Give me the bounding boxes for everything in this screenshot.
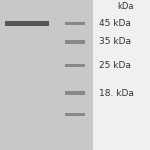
Text: kDa: kDa <box>117 2 134 11</box>
Text: 45 kDa: 45 kDa <box>99 19 131 28</box>
FancyBboxPatch shape <box>65 91 85 95</box>
Text: 25 kDa: 25 kDa <box>99 61 131 70</box>
FancyBboxPatch shape <box>4 21 50 26</box>
FancyBboxPatch shape <box>65 22 85 25</box>
FancyBboxPatch shape <box>65 113 85 116</box>
Text: 18. kDa: 18. kDa <box>99 88 134 98</box>
FancyBboxPatch shape <box>65 64 85 67</box>
FancyBboxPatch shape <box>65 40 85 44</box>
FancyBboxPatch shape <box>0 0 93 150</box>
Text: 35 kDa: 35 kDa <box>99 38 131 46</box>
